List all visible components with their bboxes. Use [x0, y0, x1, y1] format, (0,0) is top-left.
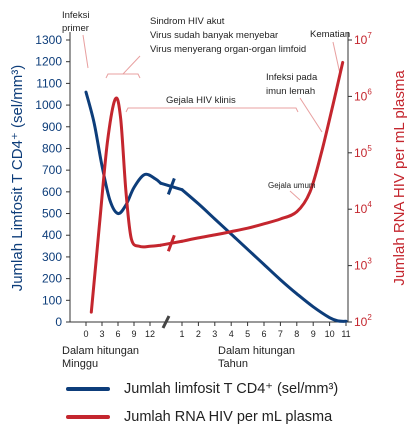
x-years-tick-label: 5: [245, 329, 250, 339]
annotation-guide-infection: [82, 34, 89, 69]
series-line-cd4: [180, 188, 348, 323]
series-break-mark-rna: [166, 234, 176, 252]
legend-item-cd4: Jumlah limfosit T CD4⁺ (sel/mm³): [66, 381, 338, 397]
y-left-tick-label: 1300: [35, 33, 62, 47]
legend-label-cd4: Jumlah limfosit T CD4⁺ (sel/mm³): [124, 381, 339, 397]
y-left-tick-label: 400: [42, 228, 62, 242]
x-weeks-label-line2: Minggu: [62, 358, 98, 370]
annotation-guide-acute: [122, 55, 141, 75]
y-left-tick-label: 1000: [35, 98, 62, 112]
x-years-tick-label: 10: [325, 329, 335, 339]
legend-swatch-rna: [66, 415, 110, 419]
annotation-death: Kematian: [310, 29, 350, 40]
annotation-guide-death: [332, 41, 341, 75]
annotation-acute-line2: Virus sudah banyak menyebar: [150, 30, 278, 41]
x-years-tick-label: 1: [179, 329, 184, 339]
x-years-tick-label: 4: [229, 329, 234, 339]
x-weeks-tick-label: 0: [83, 329, 88, 339]
annotation-general: Gejala umum: [268, 181, 316, 190]
series-line-rna: [180, 60, 345, 243]
x-years-label-line1: Dalam hitungan: [218, 345, 295, 357]
annotation-guide-opportunistic: [299, 97, 323, 133]
y-left-tick-label: 500: [42, 207, 62, 221]
y-left-tick-label: 1200: [35, 55, 62, 69]
legend-swatch-cd4: [66, 387, 110, 391]
y-left-tick-label: 100: [42, 293, 62, 307]
series-layer: [84, 60, 348, 323]
y-left-axis-label: Jumlah Limfosit T CD4⁺ (sel/mm³): [9, 65, 26, 292]
annotation-bracket-acute: [105, 73, 141, 79]
axes-layer: 0100200300400500600700800900100011001200…: [35, 31, 372, 339]
x-weeks-tick-label: 9: [131, 329, 136, 339]
legend-label-rna: Jumlah RNA HIV per mL plasma: [124, 409, 333, 425]
x-years-tick-label: 9: [311, 329, 316, 339]
y-right-tick-label: 103: [354, 257, 372, 273]
series-break-mark-cd4: [166, 177, 176, 195]
y-left-tick-label: 700: [42, 163, 62, 177]
annotation-opportunistic-line2: imun lemah: [266, 86, 315, 97]
series-line-cd4: [84, 90, 163, 216]
y-left-tick-label: 800: [42, 141, 62, 155]
annotation-bracket-clinical: [125, 107, 299, 113]
annotation-guide-general: [289, 190, 301, 201]
x-years-tick-label: 8: [294, 329, 299, 339]
y-left-tick-label: 300: [42, 250, 62, 264]
x-years-tick-label: 2: [196, 329, 201, 339]
annotation-infection-line2: primer: [62, 23, 89, 34]
series-line-rna: [89, 96, 163, 314]
annotation-infection-line1: Infeksi: [62, 10, 89, 21]
x-weeks-tick-label: 3: [99, 329, 104, 339]
y-right-tick-label: 102: [354, 313, 372, 329]
x-axis-break-mark: [161, 315, 171, 329]
legend-item-rna: Jumlah RNA HIV per mL plasma: [66, 409, 332, 425]
annotation-layer: [82, 34, 341, 201]
y-right-tick-label: 107: [354, 31, 372, 47]
x-weeks-tick-label: 12: [145, 329, 155, 339]
x-years-tick-label: 6: [261, 329, 266, 339]
y-left-tick-label: 1100: [36, 76, 62, 90]
annotation-opportunistic-line1: Infeksi pada: [266, 72, 318, 83]
y-right-tick-label: 105: [354, 144, 372, 160]
x-years-tick-label: 11: [341, 329, 350, 339]
y-left-tick-label: 900: [42, 120, 62, 134]
y-right-tick-label: 106: [354, 87, 372, 103]
x-weeks-label-line1: Dalam hitungan: [62, 345, 139, 357]
x-years-tick-label: 3: [212, 329, 217, 339]
y-left-tick-label: 200: [42, 272, 62, 286]
x-weeks-tick-label: 6: [115, 329, 120, 339]
y-left-tick-label: 600: [42, 185, 62, 199]
y-right-axis-label: Jumlah RNA HIV per mL plasma: [391, 70, 408, 286]
annotation-acute-line1: Sindrom HIV akut: [150, 16, 225, 27]
x-years-tick-label: 7: [278, 329, 283, 339]
annotation-acute-line3: Virus menyerang organ-organ limfoid: [150, 44, 306, 55]
y-left-tick-label: 0: [55, 315, 62, 329]
x-years-label-line2: Tahun: [218, 358, 248, 370]
y-right-tick-label: 104: [354, 200, 372, 216]
annotation-clinical: Gejala HIV klinis: [166, 95, 236, 106]
